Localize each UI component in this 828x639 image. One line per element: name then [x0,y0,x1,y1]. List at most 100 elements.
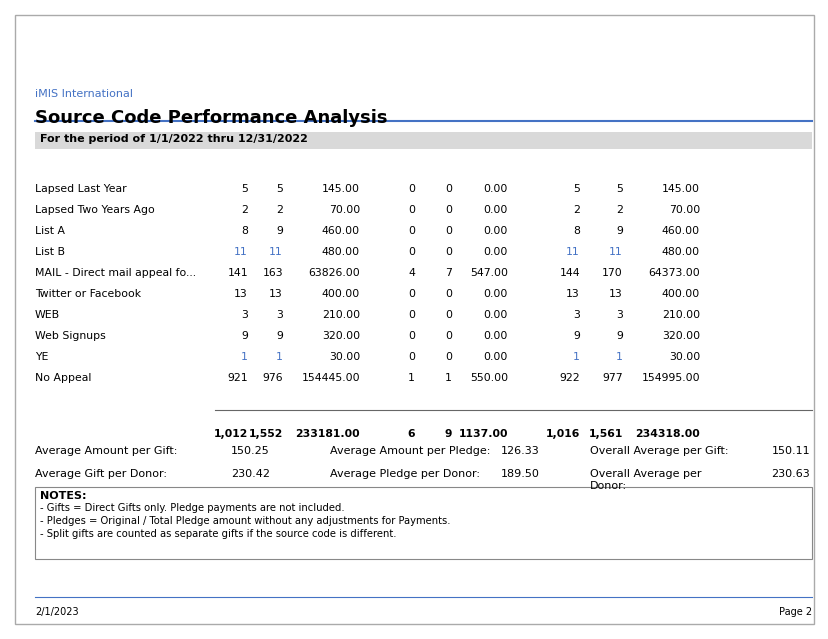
Text: 3: 3 [241,310,248,320]
Text: 9: 9 [241,331,248,341]
Text: 6: 6 [407,429,415,439]
Text: 70.00: 70.00 [668,205,699,215]
Text: Average Pledge per Donor:: Average Pledge per Donor: [330,469,479,479]
Text: 11: 11 [234,247,248,257]
Text: 13: 13 [609,289,623,299]
Text: 0.00: 0.00 [483,247,508,257]
Text: 3: 3 [615,310,623,320]
Text: 189.50: 189.50 [500,469,539,479]
Text: 9: 9 [444,429,451,439]
Text: 0: 0 [407,247,415,257]
Text: 0: 0 [445,310,451,320]
Text: 70.00: 70.00 [329,205,359,215]
Text: Page 2: Page 2 [778,607,811,617]
Text: 4: 4 [407,268,415,278]
Text: 460.00: 460.00 [661,226,699,236]
Text: Web Signups: Web Signups [35,331,106,341]
Text: 63826.00: 63826.00 [308,268,359,278]
Text: Average Amount per Pledge:: Average Amount per Pledge: [330,446,490,456]
Text: 0: 0 [407,310,415,320]
Text: 0: 0 [407,184,415,194]
Text: 0.00: 0.00 [483,352,508,362]
Text: 234318.00: 234318.00 [634,429,699,439]
Text: 1: 1 [241,352,248,362]
Text: 11: 11 [566,247,580,257]
Text: 480.00: 480.00 [661,247,699,257]
Text: 13: 13 [234,289,248,299]
Text: 0: 0 [445,331,451,341]
Text: 0: 0 [445,184,451,194]
Text: 0.00: 0.00 [483,205,508,215]
Text: List B: List B [35,247,65,257]
Text: 230.42: 230.42 [231,469,270,479]
Text: 5: 5 [615,184,623,194]
Text: 1,012: 1,012 [214,429,248,439]
Text: 0: 0 [407,289,415,299]
Text: 0: 0 [445,289,451,299]
Text: No Appeal: No Appeal [35,373,91,383]
Text: WEB: WEB [35,310,60,320]
Text: 1,016: 1,016 [545,429,580,439]
Text: 210.00: 210.00 [661,310,699,320]
Text: 9: 9 [276,331,282,341]
FancyBboxPatch shape [15,15,813,624]
Text: 1: 1 [572,352,580,362]
Text: 0: 0 [407,226,415,236]
Text: 5: 5 [572,184,580,194]
Text: 0: 0 [445,205,451,215]
Text: 547.00: 547.00 [469,268,508,278]
Text: 2: 2 [572,205,580,215]
Text: 976: 976 [262,373,282,383]
Text: Twitter or Facebook: Twitter or Facebook [35,289,141,299]
Text: 144: 144 [559,268,580,278]
Text: 141: 141 [227,268,248,278]
Text: 480.00: 480.00 [321,247,359,257]
Text: 154995.00: 154995.00 [641,373,699,383]
Text: 9: 9 [276,226,282,236]
Text: Lapsed Last Year: Lapsed Last Year [35,184,127,194]
Text: 1137.00: 1137.00 [458,429,508,439]
Text: 5: 5 [241,184,248,194]
Text: - Pledges = Original / Total Pledge amount without any adjustments for Payments.: - Pledges = Original / Total Pledge amou… [40,516,450,526]
Text: 30.00: 30.00 [668,352,699,362]
Text: - Split gifts are counted as separate gifts if the source code is different.: - Split gifts are counted as separate gi… [40,529,396,539]
Text: 145.00: 145.00 [662,184,699,194]
Text: 3: 3 [276,310,282,320]
FancyBboxPatch shape [35,132,811,149]
Text: 0.00: 0.00 [483,310,508,320]
Text: 0.00: 0.00 [483,289,508,299]
Text: 0.00: 0.00 [483,226,508,236]
Text: 145.00: 145.00 [321,184,359,194]
Text: 0: 0 [445,247,451,257]
Text: 8: 8 [572,226,580,236]
Text: 126.33: 126.33 [501,446,539,456]
Text: 1: 1 [445,373,451,383]
Text: 320.00: 320.00 [661,331,699,341]
Text: 320.00: 320.00 [321,331,359,341]
Text: For the period of 1/1/2022 thru 12/31/2022: For the period of 1/1/2022 thru 12/31/20… [40,134,307,144]
Text: Average Amount per Gift:: Average Amount per Gift: [35,446,177,456]
Text: 550.00: 550.00 [469,373,508,383]
Text: 0: 0 [445,352,451,362]
Text: 922: 922 [559,373,580,383]
Text: 5: 5 [276,184,282,194]
Text: YE: YE [35,352,48,362]
Text: 921: 921 [227,373,248,383]
Text: 2: 2 [276,205,282,215]
Text: 8: 8 [241,226,248,236]
Text: 9: 9 [615,331,623,341]
Text: Average Gift per Donor:: Average Gift per Donor: [35,469,166,479]
Text: 1,561: 1,561 [588,429,623,439]
Text: 150.11: 150.11 [770,446,809,456]
Text: MAIL - Direct mail appeal fo...: MAIL - Direct mail appeal fo... [35,268,196,278]
Text: 0: 0 [407,331,415,341]
Text: Overall Average per Gift:: Overall Average per Gift: [590,446,728,456]
FancyBboxPatch shape [35,487,811,559]
Text: 0: 0 [407,352,415,362]
Text: 0: 0 [407,205,415,215]
Text: 460.00: 460.00 [321,226,359,236]
Text: 13: 13 [566,289,580,299]
Text: 2/1/2023: 2/1/2023 [35,607,79,617]
Text: 30.00: 30.00 [329,352,359,362]
Text: 2: 2 [615,205,623,215]
